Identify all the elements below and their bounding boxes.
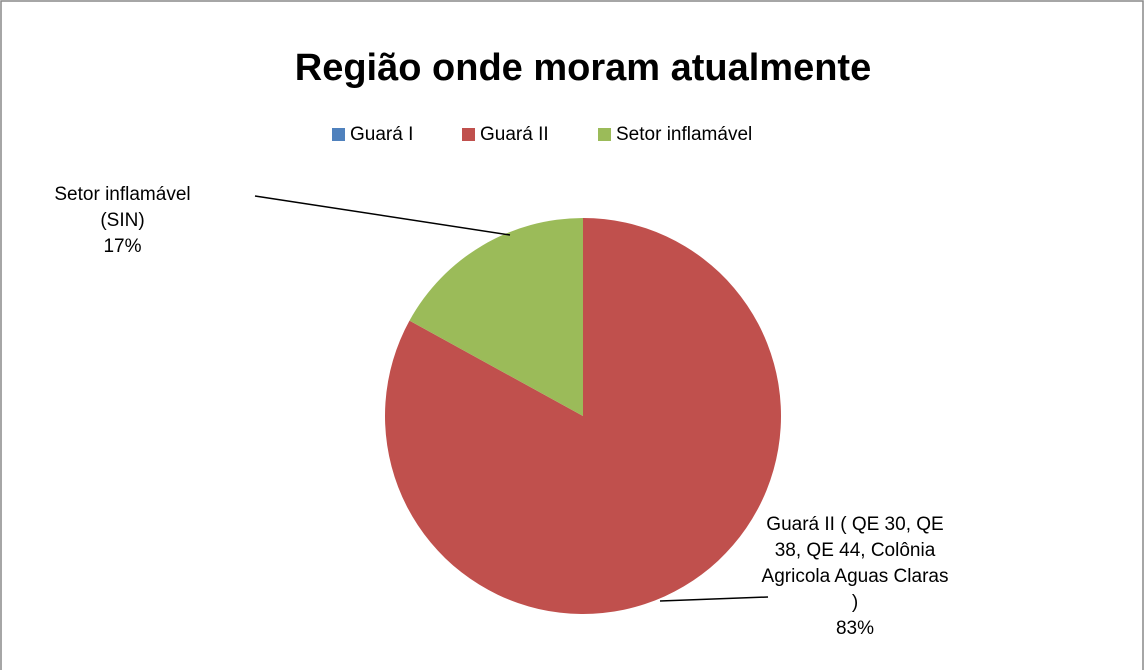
- pie-slice: [409, 218, 583, 416]
- data-label-value: 17%: [103, 236, 142, 257]
- legend-swatch: [332, 128, 345, 141]
- legend-label: Guará II: [480, 124, 549, 145]
- legend-label: Setor inflamável: [616, 124, 752, 145]
- legend-swatch: [598, 128, 611, 141]
- legend-label: Guará I: [350, 124, 413, 145]
- leader-line: [659, 596, 769, 602]
- data-label-name: Setor inflamável (SIN): [54, 184, 191, 231]
- data-label-name: Guará II ( QE 30, QE 38, QE 44, Colônia …: [761, 514, 949, 613]
- leader-line: [254, 195, 511, 236]
- legend-swatch: [462, 128, 475, 141]
- data-label-value: 83%: [835, 618, 875, 639]
- chart-title: Região onde moram atualmente: [295, 47, 871, 89]
